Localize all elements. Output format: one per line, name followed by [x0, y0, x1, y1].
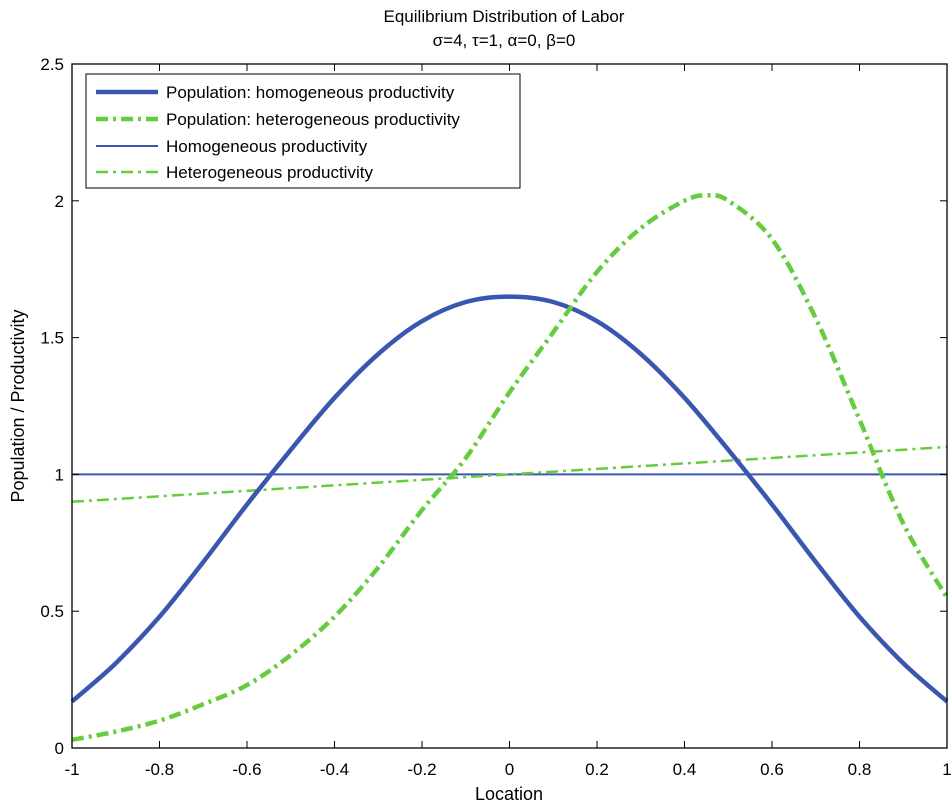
x-tick-label: 0.4: [673, 760, 697, 779]
ticks-layer: -1 -0.8 -0.6 -0.4 -0.2 0 0.2 0.4 0.6 0.8 1 0 0.5 1 1.5…: [40, 55, 951, 779]
y-tick-label: 0.5: [40, 602, 64, 621]
legend: Population: homogeneous productivity Pop…: [85, 73, 521, 189]
series-population-homogeneous-line: [70, 294, 949, 704]
x-tick-label: -0.6: [232, 760, 261, 779]
x-tick-label: -0.2: [407, 760, 436, 779]
y-tick-label: 2.5: [40, 55, 64, 74]
y-tick-label: 1.5: [40, 329, 64, 348]
y-axis-label: Population / Productivity: [8, 309, 28, 502]
y-tick-label: 2: [55, 192, 64, 211]
legend-label-homogeneous-productivity: Homogeneous productivity: [166, 137, 368, 156]
y-tick-label: 1: [55, 465, 64, 484]
legend-box: [85, 73, 521, 189]
x-tick-label: 0: [505, 760, 514, 779]
x-tick-label: 0.2: [585, 760, 609, 779]
x-tick-label: -0.4: [320, 760, 349, 779]
series-layer: [70, 192, 949, 743]
x-tick-label: -1: [64, 760, 79, 779]
x-tick-label: 1: [942, 760, 951, 779]
x-axis-label: Location: [475, 784, 543, 804]
legend-label-population-homogeneous: Population: homogeneous productivity: [166, 83, 455, 102]
legend-label-heterogeneous-productivity: Heterogeneous productivity: [166, 163, 373, 182]
x-tick-label: 0.6: [760, 760, 784, 779]
series-population-heterogeneous-line: [71, 192, 949, 743]
x-tick-label: -0.8: [145, 760, 174, 779]
legend-label-population-heterogeneous: Population: heterogeneous productivity: [166, 110, 460, 129]
x-tick-label: 0.8: [848, 760, 872, 779]
chart-title: Equilibrium Distribution of Labor: [384, 7, 625, 26]
chart-subtitle: σ=4, τ=1, α=0, β=0: [433, 31, 576, 50]
y-tick-label: 0: [55, 739, 64, 758]
